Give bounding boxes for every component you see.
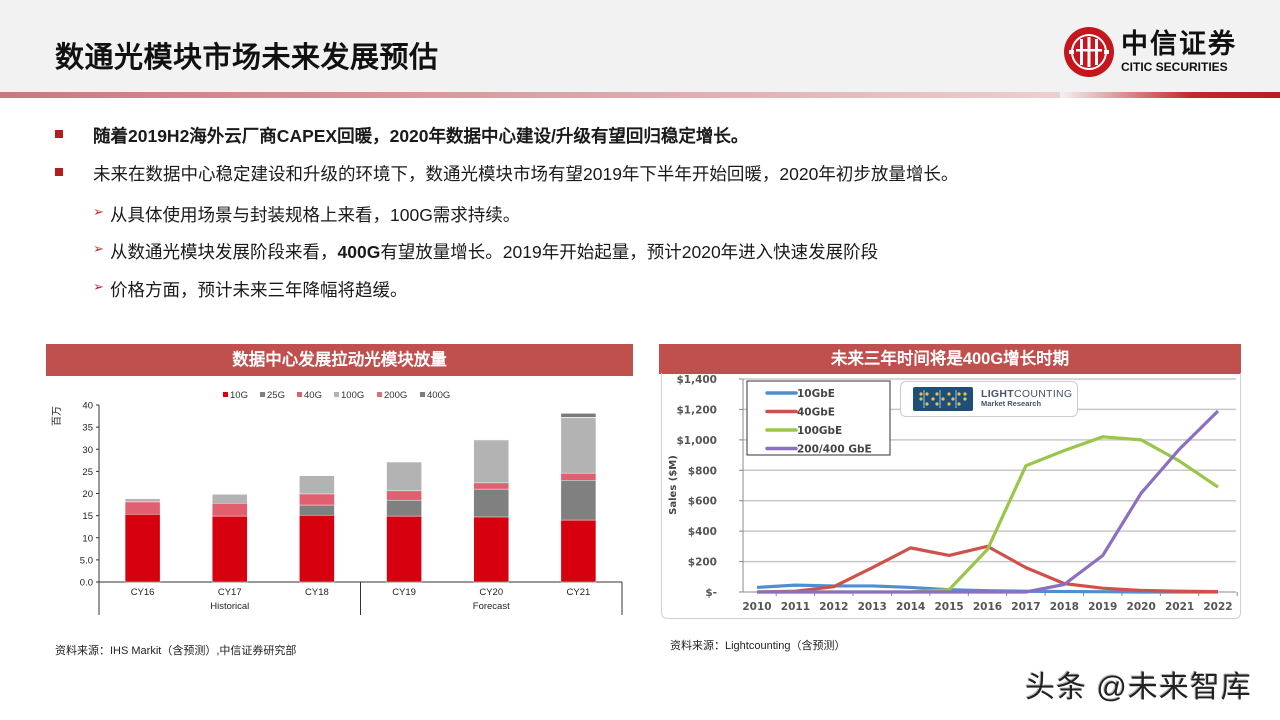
svg-text:400G: 400G (427, 390, 450, 401)
y-axis-label: Sales ($M) (668, 455, 679, 515)
series-line-200400GbE (757, 409, 1220, 594)
lightcounting-badge: LIGHTCOUNTING Market Research (900, 381, 1078, 417)
sub-bullet-2-highlight: 400G (337, 242, 381, 262)
x-tick-label: 2015 (934, 601, 963, 613)
sub-bullet-3-text: 价格方面，预计未来三年降幅将趋缓。 (110, 280, 408, 300)
header-divider (0, 92, 1280, 98)
y-tick-label: 5.0 (80, 555, 93, 566)
bullet-1-text: 随着2019H2海外云厂商CAPEX回暖，2020年数据中心建设/升级有望回归稳… (93, 126, 749, 146)
bar-CY20 (473, 439, 509, 583)
citic-logo: 中信证券 CITIC SECURITIES (1063, 26, 1237, 78)
x-tick-label: 2012 (819, 601, 848, 613)
x-tick-label: CY20 (479, 587, 503, 598)
watermark: 头条 @未来智库 (1025, 671, 1252, 704)
y-tick-label: $400 (688, 526, 717, 538)
bar-CY21 (560, 413, 597, 583)
logo-english-name: CITIC SECURITIES (1121, 60, 1228, 74)
svg-text:100G: 100G (341, 390, 364, 401)
legend-item-400G: 400G (420, 390, 450, 401)
x-group-label: Forecast (473, 601, 510, 612)
x-tick-label: 2011 (781, 601, 810, 613)
x-tick-label: 2016 (973, 601, 1002, 613)
right-chart-frame (661, 373, 1241, 619)
x-tick-label: 2019 (1088, 601, 1117, 613)
y-tick-label: 25 (82, 467, 93, 478)
bar-CY19 (386, 461, 422, 583)
header-divider-accent (1060, 92, 1280, 98)
y-tick-label: 15 (82, 511, 93, 522)
badge-counting: COUNTING (1014, 388, 1073, 400)
arrow-bullet-icon: ➢ (93, 204, 104, 219)
svg-text:40GbE: 40GbE (797, 407, 835, 419)
right-chart-source: 资料来源：Lightcounting（含预测） (670, 640, 846, 652)
y-tick-label: $200 (688, 557, 717, 569)
x-group-label: Historical (210, 601, 249, 612)
svg-text:200/400 GbE: 200/400 GbE (797, 444, 872, 456)
x-tick-label: CY19 (392, 587, 416, 598)
x-tick-label: 2021 (1165, 601, 1194, 613)
bar-CY17 (212, 494, 248, 583)
y-tick-label: $1,000 (676, 435, 717, 447)
badge-subtitle: Market Research (981, 399, 1042, 408)
square-bullet-icon (55, 168, 63, 176)
series-line-100GbE (757, 435, 1219, 594)
x-tick-label: 2020 (1127, 601, 1156, 613)
bar-CY16 (124, 498, 161, 583)
legend-item-40G: 40G (297, 390, 322, 401)
y-tick-label: 40 (82, 401, 93, 412)
x-tick-label: 2013 (858, 601, 887, 613)
y-tick-label: $1,200 (676, 404, 717, 416)
svg-text:10G: 10G (230, 390, 248, 401)
legend-item-100G: 100G (334, 390, 364, 401)
line-chart-legend: 10GbE 40GbE 100GbE 200/400 GbE (746, 380, 891, 456)
left-chart-title: 数据中心发展拉动光模块放量 (46, 344, 633, 376)
x-tick-label: CY16 (131, 587, 155, 598)
x-tick-label: CY21 (567, 587, 591, 598)
y-tick-label: $- (705, 587, 717, 599)
square-bullet-icon (55, 130, 63, 138)
x-tick-label: 2022 (1203, 601, 1232, 613)
svg-text:100GbE: 100GbE (797, 425, 842, 437)
left-chart-source: 资料来源：IHS Markit（含预测）,中信证券研究部 (55, 645, 297, 657)
y-tick-label: 10 (82, 533, 93, 544)
y-tick-label: 0.0 (80, 578, 93, 589)
sub-bullet-1-text: 从具体使用场景与封装规格上来看，100G需求持续。 (110, 205, 521, 225)
legend-item-10G: 10G (223, 390, 248, 401)
logo-chinese-name: 中信证券 (1121, 29, 1237, 60)
stacked-bar-chart: 10G 25G 40G 100G 200G 400G 百万 0.0 5.0 10 15 20 25 30 3… (51, 390, 623, 615)
sub-bullet-2-text-rest: 有望放量增长。2019年开始起量，预计2020年进入快速发展阶段 (380, 242, 879, 262)
x-tick-label: 2018 (1050, 601, 1079, 613)
right-chart-title: 未来三年时间将是400G增长时期 (659, 344, 1241, 374)
legend-item-25G: 25G (260, 390, 285, 401)
svg-text:40G: 40G (304, 390, 322, 401)
bar-CY18 (299, 475, 335, 583)
lightcounting-logo-icon (913, 387, 973, 411)
arrow-bullet-icon: ➢ (93, 279, 104, 294)
page-title: 数通光模块市场未来发展预估 (55, 42, 439, 74)
y-tick-label: $1,400 (676, 374, 717, 386)
citic-emblem-icon (1064, 27, 1114, 77)
x-tick-label: 2010 (742, 601, 771, 613)
sub-bullet-2-text: 从数通光模块发展阶段来看， (110, 242, 338, 262)
y-axis-label: 百万 (51, 406, 63, 426)
y-tick-label: 20 (82, 489, 93, 500)
x-tick-label: CY17 (218, 587, 242, 598)
x-tick-label: CY18 (305, 587, 329, 598)
y-tick-label: $600 (688, 496, 717, 508)
y-tick-label: 35 (82, 423, 93, 434)
x-tick-label: 2014 (896, 601, 925, 613)
x-tick-label: 2017 (1011, 601, 1040, 613)
arrow-bullet-icon: ➢ (93, 241, 104, 256)
y-tick-label: 30 (82, 445, 93, 456)
badge-light: LIGHT (981, 388, 1014, 400)
bullet-2-text: 未来在数据中心稳定建设和升级的环境下，数通光模块市场有望2019年下半年开始回暖… (93, 164, 959, 184)
svg-text:25G: 25G (267, 390, 285, 401)
svg-text:200G: 200G (384, 390, 407, 401)
y-tick-label: $800 (688, 465, 717, 477)
legend-item-200G: 200G (377, 390, 407, 401)
svg-text:10GbE: 10GbE (797, 388, 835, 400)
